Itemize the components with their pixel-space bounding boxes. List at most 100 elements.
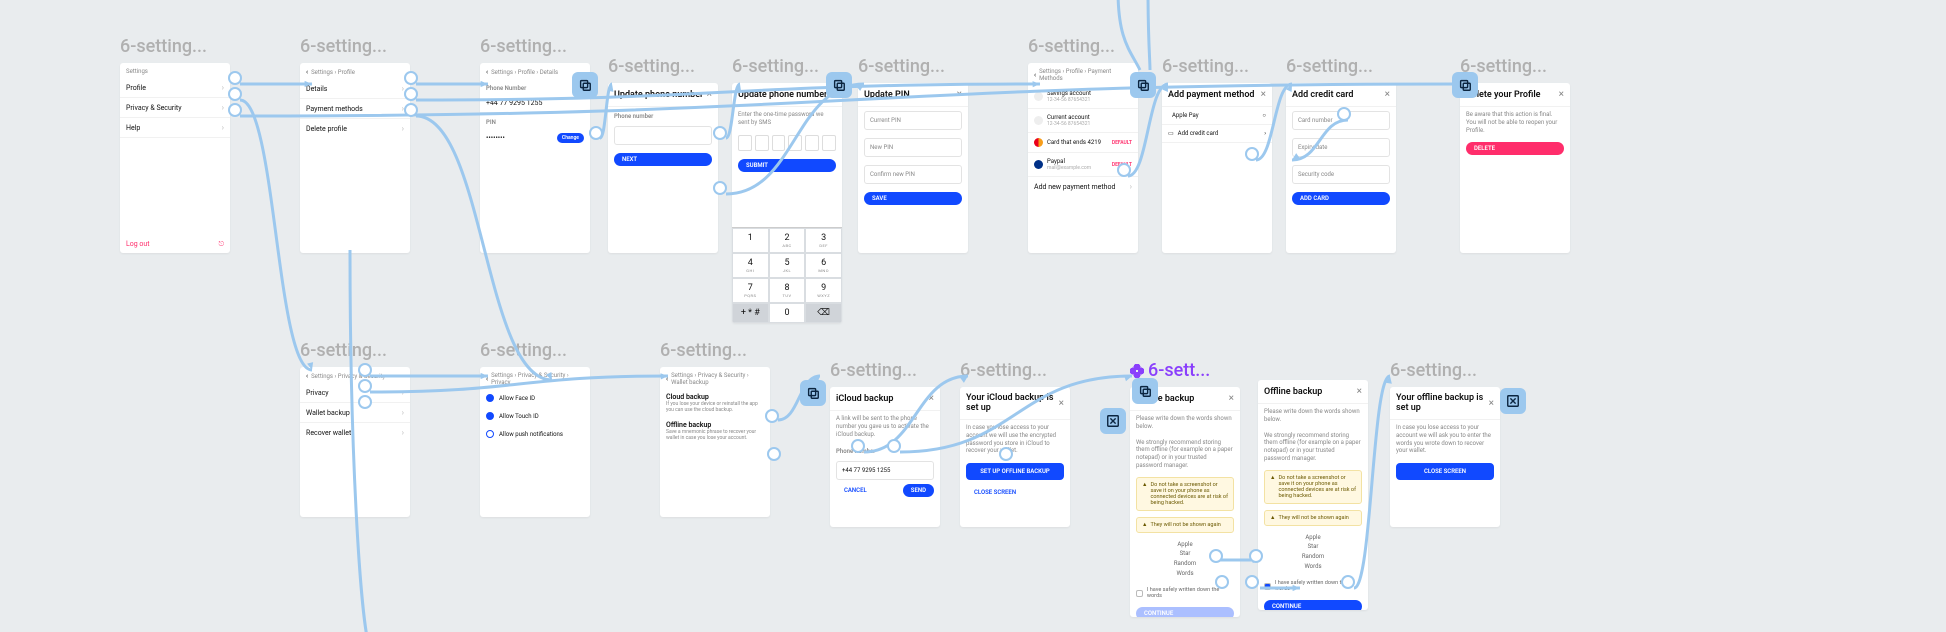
key-3[interactable]: 3DEF [805, 228, 842, 253]
flow-node[interactable] [1117, 163, 1131, 177]
close-button[interactable]: CLOSE SCREEN [1396, 463, 1494, 480]
key-4[interactable]: 4GHI [732, 253, 769, 278]
next-button[interactable]: NEXT [614, 153, 712, 166]
close-icon[interactable]: × [1059, 398, 1064, 409]
key-0[interactable]: 0 [769, 303, 806, 323]
account-current[interactable]: Current account12-34-56 87654321 [1028, 109, 1138, 133]
breadcrumb: ‹Settings › Privacy & Security › Privacy [480, 367, 590, 389]
offline-done-sub: In case you lose access to your account … [1390, 420, 1500, 459]
flow-node[interactable] [1249, 549, 1263, 563]
card-4219[interactable]: Card that ends 4219DEFAULT [1028, 133, 1138, 153]
screen-icloud-backup: iCloud backup× A link will be sent to th… [830, 387, 940, 527]
toggle-push[interactable]: Allow push notifications [480, 425, 590, 443]
add-payment-method[interactable]: Add new payment method› [1028, 177, 1138, 196]
submit-button[interactable]: SUBMIT [738, 159, 836, 172]
row-privacy[interactable]: Privacy› [300, 383, 410, 403]
phone-label: Phone number [830, 442, 940, 457]
flow-node[interactable] [228, 71, 242, 85]
send-button[interactable]: SEND [903, 484, 934, 497]
toggle-touchid[interactable]: Allow Touch ID [480, 407, 590, 425]
key-5[interactable]: 5JKL [769, 253, 806, 278]
flow-node[interactable] [1341, 575, 1355, 589]
key-2[interactable]: 2ABC [769, 228, 806, 253]
key-9[interactable]: 9WXYZ [805, 278, 842, 303]
key-6[interactable]: 6MNO [805, 253, 842, 278]
row-details[interactable]: Details› [300, 79, 410, 99]
modal-title: Your offline backup is set up [1396, 393, 1489, 413]
key-symbols[interactable]: + * # [732, 303, 769, 323]
close-icon[interactable]: × [957, 89, 962, 100]
row-payment-methods[interactable]: Payment methods› [300, 99, 410, 119]
close-icon[interactable]: × [929, 393, 934, 404]
row-help[interactable]: Help› [120, 118, 230, 138]
flow-node[interactable] [765, 409, 779, 423]
pin-value: ••••••••Change [480, 128, 590, 148]
flow-node[interactable] [1215, 575, 1229, 589]
flow-node[interactable] [589, 126, 603, 140]
close-icon[interactable]: × [707, 89, 712, 100]
row-recover-wallet[interactable]: Recover wallet› [300, 423, 410, 442]
flow-node[interactable] [404, 103, 418, 117]
flow-node[interactable] [851, 439, 865, 453]
close-button[interactable]: CLOSE SCREEN [966, 486, 1064, 499]
key-1[interactable]: 1 [732, 228, 769, 253]
close-icon[interactable]: × [1489, 398, 1494, 409]
frame-label: 6-setting... [1390, 360, 1500, 381]
modal-title: Add payment method [1168, 90, 1255, 100]
cvv-input[interactable]: Security code [1292, 165, 1390, 184]
phone-input[interactable] [614, 126, 712, 145]
copy-badge-icon [1132, 378, 1158, 404]
row-wallet-backup[interactable]: Wallet backup› [300, 403, 410, 423]
flow-node[interactable] [767, 447, 781, 461]
setup-offline-button[interactable]: SET UP OFFLINE BACKUP [966, 463, 1064, 480]
flow-node[interactable] [404, 71, 418, 85]
close-icon[interactable]: × [1385, 89, 1390, 100]
save-button[interactable]: SAVE [864, 192, 962, 205]
close-icon[interactable]: × [1559, 89, 1564, 100]
key-backspace[interactable]: ⌫ [805, 303, 842, 323]
pin-new[interactable]: New PIN [864, 138, 962, 157]
flow-node[interactable] [713, 181, 727, 195]
toggle-faceid[interactable]: Allow Face ID [480, 389, 590, 407]
close-icon[interactable]: × [1261, 89, 1266, 100]
warning-icon: ▲ [1270, 515, 1275, 521]
flow-node[interactable] [713, 126, 727, 140]
flow-node[interactable] [1337, 107, 1351, 121]
offline-title[interactable]: Offline backup [666, 421, 764, 429]
flow-node[interactable] [358, 363, 372, 377]
key-7[interactable]: 7PQRS [732, 278, 769, 303]
flow-node[interactable] [1209, 549, 1223, 563]
flow-node[interactable] [358, 395, 372, 409]
flow-node[interactable] [887, 439, 901, 453]
row-profile[interactable]: Profile› [120, 78, 230, 98]
warning-1: ▲Do not take a screenshot or save it on … [1136, 477, 1234, 511]
add-card-button[interactable]: ADD CARD [1292, 192, 1390, 205]
flow-node[interactable] [1245, 575, 1259, 589]
close-icon[interactable]: × [1229, 393, 1234, 404]
pin-current[interactable]: Current PIN [864, 111, 962, 130]
row-add-card[interactable]: ▭Add credit card› [1162, 125, 1272, 143]
delete-button[interactable]: DELETE [1466, 142, 1564, 155]
flow-node[interactable] [228, 103, 242, 117]
change-pin-chip[interactable]: Change [557, 133, 584, 143]
flow-node[interactable] [999, 447, 1013, 461]
key-8[interactable]: 8TUV [769, 278, 806, 303]
row-delete-profile[interactable]: Delete profile› [300, 119, 410, 138]
warning-icon: ▲ [1142, 482, 1147, 506]
cloud-title[interactable]: Cloud backup [666, 393, 764, 401]
flow-node[interactable] [1245, 147, 1259, 161]
account-savings[interactable]: Savings account12-34-56 87654321 [1028, 85, 1138, 109]
cancel-button[interactable]: CANCEL [836, 484, 875, 497]
logout-button[interactable]: Log out⎋ [126, 240, 224, 249]
flow-node[interactable] [404, 87, 418, 101]
close-icon[interactable]: × [1357, 386, 1362, 397]
flow-node[interactable] [358, 379, 372, 393]
row-apple-pay[interactable]: Apple Pay○ [1162, 107, 1272, 125]
flow-node[interactable] [228, 87, 242, 101]
screen-privacy-security: ‹Settings › Privacy & Security Privacy› … [300, 367, 410, 517]
pin-confirm[interactable]: Confirm new PIN [864, 165, 962, 184]
otp-inputs[interactable] [732, 131, 842, 155]
expiry-input[interactable]: Expiry date [1292, 138, 1390, 157]
continue-button[interactable]: CONTINUE [1264, 600, 1362, 610]
row-privacy[interactable]: Privacy & Security› [120, 98, 230, 118]
